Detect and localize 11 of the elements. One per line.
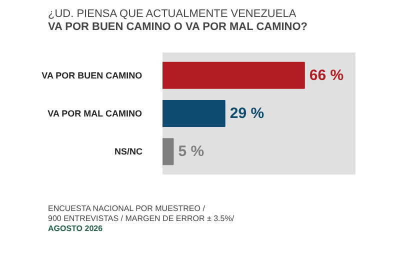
y-tick-label: VA POR MAL CAMINO bbox=[48, 108, 142, 118]
chart-title: ¿UD. PIENSA QUE ACTUALMENTE VENEZUELA bbox=[48, 8, 296, 20]
data-label: 29 % bbox=[230, 105, 264, 122]
y-tick-label: VA POR BUEN CAMINO bbox=[42, 70, 142, 80]
text: AGOSTO 2026 bbox=[48, 224, 103, 233]
text: 900 ENTREVISTAS / MARGEN DE ERROR ± 3.5%/ bbox=[48, 214, 234, 223]
chart-subtitle: VA POR BUEN CAMINO O VA POR MAL CAMINO? bbox=[48, 21, 308, 33]
data-label: 66 % bbox=[309, 66, 344, 84]
data-label: 5 % bbox=[178, 143, 204, 160]
y-tick-label: NS/NC bbox=[114, 146, 143, 157]
text: ENCUESTA NACIONAL POR MUESTREO / bbox=[48, 204, 205, 213]
